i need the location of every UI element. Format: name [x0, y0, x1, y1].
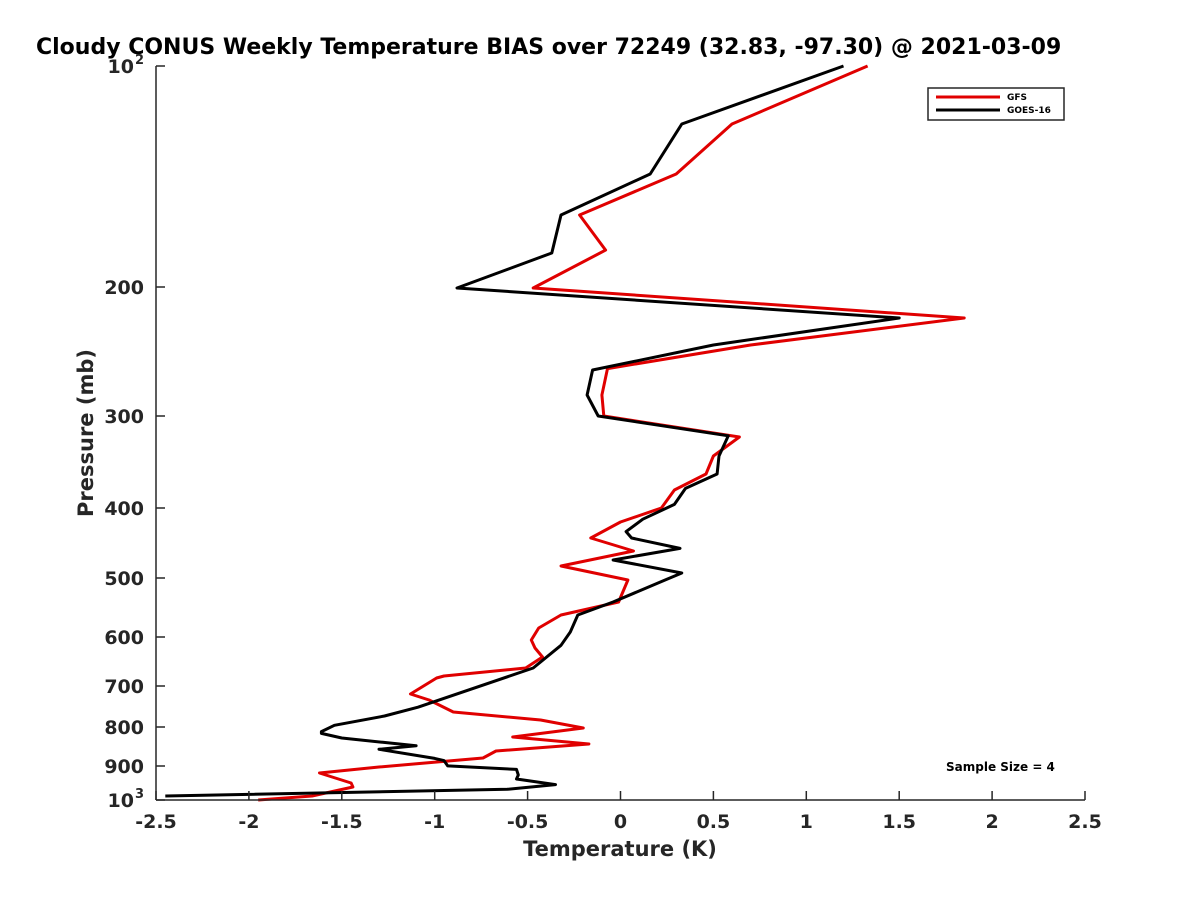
x-tick-label: 2 [985, 811, 998, 833]
y-tick-label: 700 [104, 676, 144, 698]
y-tick-label-exponent: 2 [135, 53, 144, 68]
legend-box [927, 87, 1065, 121]
x-tick-label: -1.5 [321, 811, 363, 833]
legend: GFS GOES-16 [927, 87, 1065, 121]
y-tick-label: 500 [104, 568, 144, 590]
y-tick-label: 800 [104, 717, 144, 739]
x-tick-label: -1 [424, 811, 445, 833]
x-tick-label: -0.5 [507, 811, 549, 833]
sample-size-annotation: Sample Size = 4 [946, 760, 1055, 774]
legend-entry-label: GFS [1007, 93, 1027, 103]
x-tick-label: 1 [800, 811, 813, 833]
y-tick-label: 400 [104, 498, 144, 520]
y-tick-label-base: 10 [108, 790, 134, 812]
x-tick-label: 2.5 [1068, 811, 1102, 833]
y-tick-label-exponent: 3 [135, 787, 144, 802]
series-layer [165, 64, 966, 802]
y-tick-label: 600 [104, 627, 144, 649]
x-tick-label: -2 [238, 811, 259, 833]
y-tick-label-base: 10 [108, 56, 134, 78]
chart-title: Cloudy CONUS Weekly Temperature BIAS ove… [36, 35, 1061, 60]
y-tick-label: 200 [104, 277, 144, 299]
x-tick-label: 0.5 [697, 811, 731, 833]
x-axis-label: Temperature (K) [523, 837, 717, 861]
x-tick-label: 1.5 [882, 811, 916, 833]
x-tick-label: 0 [614, 811, 627, 833]
series-line-gfs [258, 64, 966, 802]
axes-layer: -2.5 -2 -1.5 -1 -0.5 0 0.5 1 1.5 2 2.510 2200300400… [104, 53, 1102, 833]
series-line-goes-16 [165, 64, 901, 798]
y-tick-label: 300 [104, 406, 144, 428]
y-tick-label: 900 [104, 756, 144, 778]
legend-entry-label: GOES-16 [1007, 106, 1051, 116]
x-tick-label: -2.5 [135, 811, 177, 833]
y-axis-label: Pressure (mb) [74, 349, 98, 517]
